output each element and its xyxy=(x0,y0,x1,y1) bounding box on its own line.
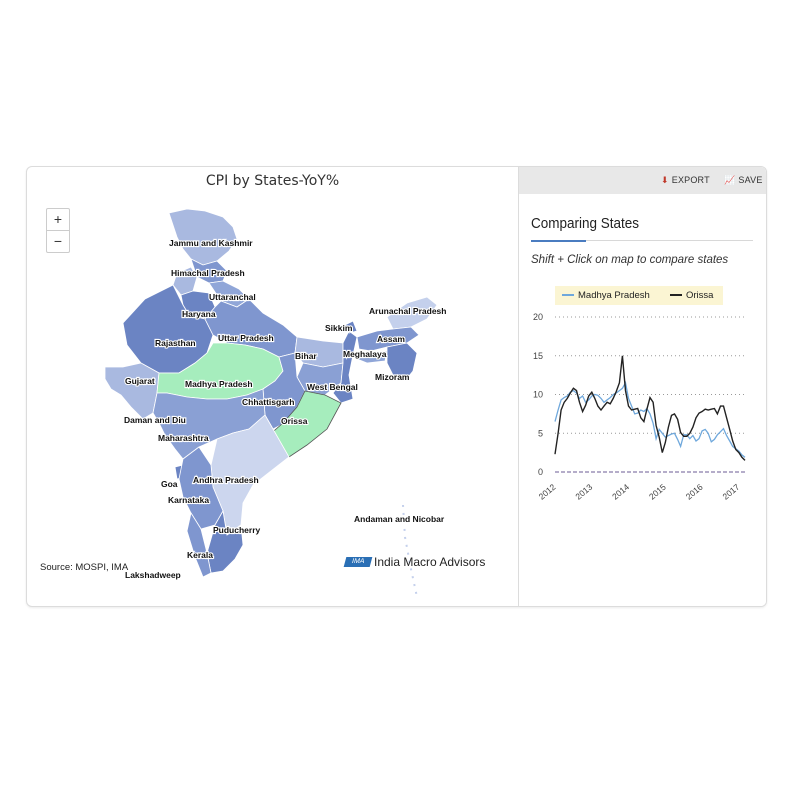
y-tick-label: 0 xyxy=(538,467,543,477)
label-haryana: Haryana xyxy=(182,309,216,319)
state-sikkim[interactable] xyxy=(344,320,358,334)
x-tick-label: 2013 xyxy=(573,482,594,502)
download-icon: ⬇ xyxy=(661,175,669,185)
zoom-out-button[interactable]: − xyxy=(53,233,63,249)
label-goa: Goa xyxy=(161,479,178,489)
x-tick-label: 2015 xyxy=(647,482,668,502)
andaman-islands[interactable] xyxy=(402,504,418,598)
label-mizoram: Mizoram xyxy=(375,372,410,382)
state-jammu-and-kashmir[interactable] xyxy=(168,208,238,266)
export-button[interactable]: ⬇ EXPORT xyxy=(661,175,710,186)
chart-icon: 📈 xyxy=(724,175,736,185)
y-tick-label: 10 xyxy=(533,390,543,400)
label-daman-and-diu: Daman and Diu xyxy=(124,415,186,425)
label-rajasthan: Rajasthan xyxy=(155,338,196,348)
legend-swatch-madhya-pradesh xyxy=(562,294,574,297)
label-bihar: Bihar xyxy=(295,351,317,361)
legend-label-madhya-pradesh: Madhya Pradesh xyxy=(578,290,650,301)
label-sikkim: Sikkim xyxy=(325,323,353,333)
label-gujarat: Gujarat xyxy=(125,376,155,386)
brand-badge: IMA xyxy=(343,556,373,567)
y-tick-label: 20 xyxy=(533,312,543,322)
compare-panel: ⬇ EXPORT 📈 SAVE Comparing States Shift + C… xyxy=(518,167,766,606)
title-accent xyxy=(531,240,586,242)
y-tick-label: 5 xyxy=(538,428,543,438)
brand-name: India Macro Advisors xyxy=(374,554,486,569)
state-mizoram[interactable] xyxy=(386,342,418,382)
state-kerala[interactable] xyxy=(186,511,212,578)
label-chhattisgarh: Chhattisgarh xyxy=(242,397,294,407)
label-uttar-pradesh: Uttar Pradesh xyxy=(218,333,274,343)
state-west-bengal[interactable] xyxy=(332,330,358,404)
export-label: EXPORT xyxy=(671,175,710,185)
label-kerala: Kerala xyxy=(187,550,213,560)
label-himachal-pradesh: Himachal Pradesh xyxy=(171,268,245,278)
label-andhra-pradesh: Andhra Pradesh xyxy=(193,475,259,485)
label-andaman-and-nicobar: Andaman and Nicobar xyxy=(354,514,445,524)
label-meghalaya: Meghalaya xyxy=(343,349,387,359)
label-assam: Assam xyxy=(377,334,405,344)
legend-swatch-orissa xyxy=(670,294,682,297)
label-lakshadweep: Lakshadweep xyxy=(125,570,181,580)
label-maharashtra: Maharashtra xyxy=(158,433,209,443)
state-meghalaya[interactable] xyxy=(356,350,388,364)
save-button[interactable]: 📈 SAVE xyxy=(724,175,763,186)
dashboard-card: Jammu and Kashmir Himachal Pradesh Uttar… xyxy=(26,166,767,607)
source-note: Source: MOSPI, IMA xyxy=(40,562,129,573)
label-orissa: Orissa xyxy=(281,416,308,426)
x-tick-label: 2016 xyxy=(684,482,705,502)
legend-item-orissa[interactable]: Orissa xyxy=(670,290,713,301)
label-puducherry: Puducherry xyxy=(213,525,261,535)
state-assam[interactable] xyxy=(356,326,420,352)
zoom-in-button[interactable]: + xyxy=(47,209,69,231)
y-tick-label: 15 xyxy=(533,351,543,361)
x-tick-label: 2017 xyxy=(720,482,741,502)
label-karnataka: Karnataka xyxy=(168,495,209,505)
toolbar: ⬇ EXPORT 📈 SAVE xyxy=(519,167,766,194)
compare-hint: Shift + Click on map to compare states xyxy=(531,254,729,266)
label-madhya-pradesh: Madhya Pradesh xyxy=(185,379,253,389)
legend-label-orissa: Orissa xyxy=(686,290,714,301)
map-panel: Jammu and Kashmir Himachal Pradesh Uttar… xyxy=(27,167,518,606)
label-west-bengal: West Bengal xyxy=(307,382,358,392)
map-title: CPI by States-YoY% xyxy=(205,173,340,189)
india-map[interactable]: Jammu and Kashmir Himachal Pradesh Uttar… xyxy=(27,167,518,606)
brand-logo: IMA India Macro Advisors xyxy=(343,553,486,569)
panel-title: Comparing States xyxy=(531,215,640,232)
state-himachal-pradesh[interactable] xyxy=(190,258,228,284)
save-label: SAVE xyxy=(738,175,763,185)
comparison-chart: 0 5 10 15 20 2012 2013 2014 2015 2016 2017 xyxy=(533,312,746,502)
label-uttaranchal: Uttaranchal xyxy=(209,292,256,302)
x-tick-label: 2014 xyxy=(610,482,631,502)
label-jammu-and-kashmir: Jammu and Kashmir xyxy=(169,238,253,248)
x-tick-label: 2012 xyxy=(537,482,558,502)
label-arunachal-pradesh: Arunachal Pradesh xyxy=(369,306,446,316)
legend-item-madhya-pradesh[interactable]: Madhya Pradesh xyxy=(562,290,650,301)
chart-legend: Madhya Pradesh Orissa xyxy=(555,286,723,305)
title-divider xyxy=(531,240,753,241)
zoom-control: + − xyxy=(46,208,70,253)
state-gujarat[interactable] xyxy=(104,362,160,420)
series-line-orissa[interactable] xyxy=(554,355,746,461)
